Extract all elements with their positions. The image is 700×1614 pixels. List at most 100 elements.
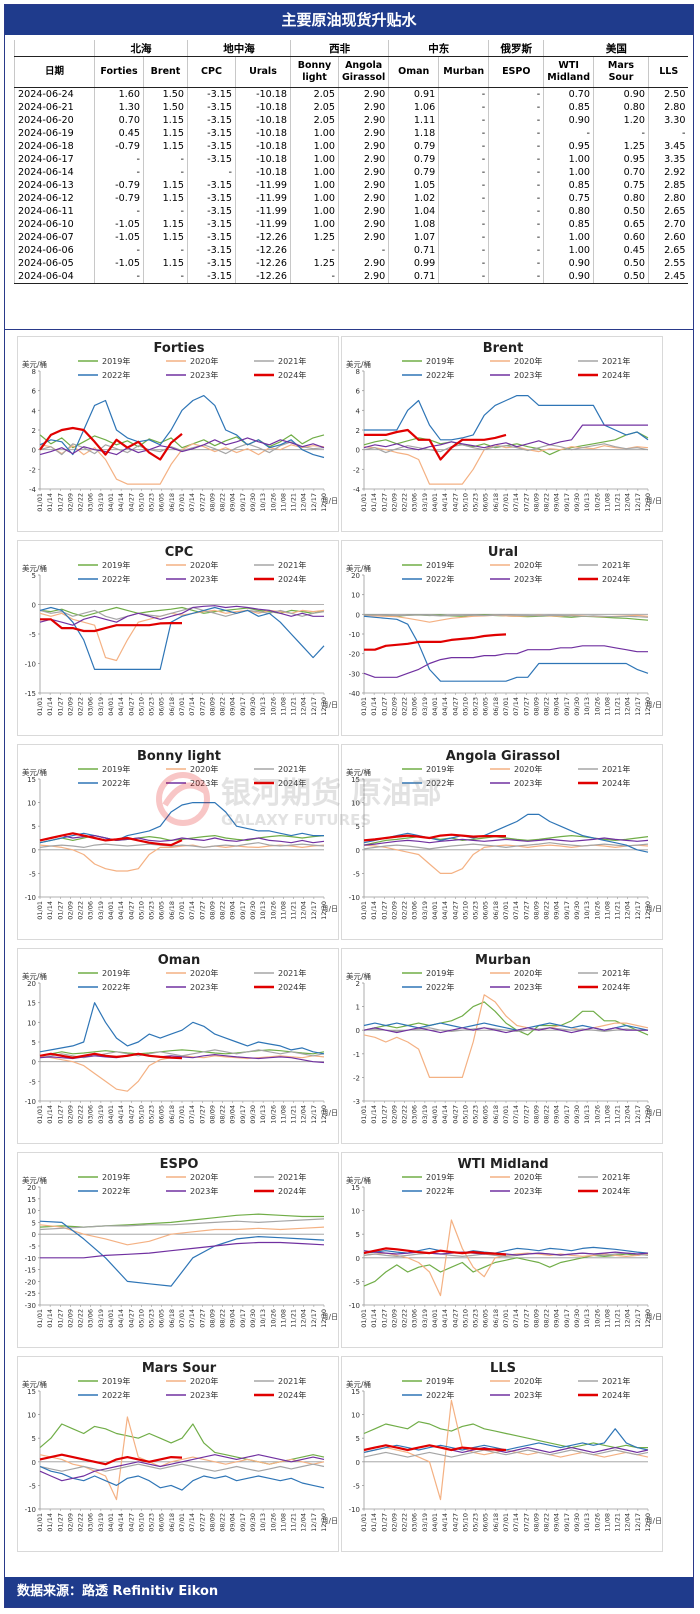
- x-tick-label: 12/30: [644, 697, 652, 716]
- y-tick-label: 0: [356, 1027, 360, 1035]
- legend-label: 2019年: [102, 356, 130, 366]
- x-tick-label: 08/22: [543, 1513, 551, 1532]
- y-tick-label: 0: [32, 1059, 36, 1067]
- x-tick-label: 12/30: [320, 1513, 328, 1532]
- price-cell: 2.50: [647, 87, 689, 101]
- price-cell: 1.00: [290, 205, 339, 218]
- legend-label: 2019年: [426, 1172, 454, 1182]
- series-line-2023: [363, 837, 649, 846]
- price-cell: 1.00: [290, 153, 339, 166]
- price-cell: 1.15: [143, 179, 188, 192]
- price-cell: 1.00: [290, 127, 339, 140]
- x-tick-label: 04/01: [431, 697, 439, 716]
- series-line-2022: [39, 1220, 325, 1287]
- chart-title: CPC: [165, 545, 194, 560]
- y-tick-label: -20: [25, 1278, 36, 1286]
- series-line-2020: [39, 1224, 325, 1246]
- series-line-2021: [39, 1218, 325, 1231]
- series-line-2022: [39, 801, 324, 844]
- x-tick-label: 11/08: [603, 493, 611, 512]
- chart-panel-cpc: CPC 美元/桶 2019年 2020年 2021年 2022年 2023年 2024年 -15…: [17, 540, 339, 736]
- chart-svg: WTI Midland 美元/桶 2019年 2020年 2021年 2022年 2023年…: [346, 1157, 662, 1328]
- x-tick-label: 10/13: [583, 1309, 591, 1328]
- region-corner: [14, 40, 95, 57]
- x-tick-label: 05/23: [472, 1513, 480, 1532]
- x-tick-label: 09/30: [573, 697, 581, 716]
- price-cell: 1.15: [143, 192, 188, 205]
- legend-label: 2021年: [278, 560, 306, 570]
- price-cell: 1.00: [290, 192, 339, 205]
- x-tick-label: 07/27: [522, 1513, 530, 1532]
- series-line-2020: [39, 844, 325, 872]
- price-cell: -: [143, 205, 188, 218]
- x-tick-label: 08/09: [208, 493, 216, 512]
- chart-svg: ESPO 美元/桶 2019年 2020年 2021年 2022年 2023年 2024年 -3…: [22, 1157, 338, 1328]
- x-tick-label: 12/30: [320, 697, 328, 716]
- table-row: 2024-06-20 0.70 1.15 -3.15 -10.18 2.05 2.90 1.1…: [14, 114, 689, 127]
- x-tick-label: 04/27: [451, 493, 459, 512]
- price-cell: 1.60: [94, 87, 144, 101]
- y-tick-label: 5: [32, 823, 36, 831]
- price-cell: -0.79: [94, 192, 144, 205]
- x-tick-label: 09/17: [563, 1513, 571, 1532]
- x-tick-label: 08/09: [532, 1309, 540, 1328]
- chart-xlabel: 月/日: [322, 1109, 338, 1117]
- series-line-2023: [39, 1454, 325, 1482]
- x-tick-label: 06/05: [158, 901, 166, 920]
- x-tick-label: 11/08: [279, 697, 287, 716]
- x-tick-label: 12/30: [644, 493, 652, 512]
- x-tick-label: 08/22: [219, 1309, 227, 1328]
- chart-ylabel: 美元/桶: [22, 971, 47, 981]
- price-cell: -1.05: [94, 231, 144, 244]
- table-row: 2024-06-19 0.45 1.15 -3.15 -10.18 1.00 2.90 1.1…: [14, 127, 689, 140]
- x-tick-label: 05/10: [461, 1309, 469, 1328]
- price-cell: -: [438, 166, 489, 179]
- x-tick-label: 03/06: [87, 1309, 95, 1328]
- price-cell: 2.90: [337, 166, 389, 179]
- price-cell: 0.50: [592, 270, 649, 284]
- x-tick-label: 02/09: [390, 901, 398, 920]
- y-tick-label: -10: [25, 1506, 36, 1514]
- y-tick-label: -5: [353, 870, 360, 878]
- price-cell: 0.85: [543, 179, 594, 192]
- x-tick-label: 10/26: [593, 1105, 601, 1124]
- x-tick-label: 04/27: [451, 901, 459, 920]
- series-line-2021: [363, 614, 649, 618]
- x-tick-label: 11/08: [279, 1513, 287, 1532]
- x-tick-label: 08/22: [543, 1105, 551, 1124]
- legend-label: 2020年: [190, 1172, 218, 1182]
- x-tick-label: 03/06: [411, 697, 419, 716]
- x-tick-label: 08/09: [208, 1309, 216, 1328]
- x-tick-label: 03/06: [411, 1105, 419, 1124]
- x-tick-label: 12/04: [624, 1105, 632, 1124]
- price-cell: 2.92: [647, 166, 689, 179]
- x-tick-label: 02/09: [390, 1513, 398, 1532]
- price-cell: -0.79: [94, 179, 144, 192]
- y-tick-label: -10: [25, 894, 36, 902]
- price-cell: 1.11: [388, 114, 439, 127]
- y-tick-label: -2: [353, 1074, 360, 1082]
- x-tick-label: 09/17: [239, 1513, 247, 1532]
- date-cell: 2024-06-10: [14, 218, 95, 231]
- legend-label: 2024年: [602, 1390, 630, 1400]
- price-cell: -: [438, 127, 489, 140]
- price-cell: -11.99: [235, 179, 291, 192]
- x-tick-label: 02/22: [77, 493, 85, 512]
- price-cell: 1.15: [143, 231, 188, 244]
- x-tick-label: 07/27: [522, 1309, 530, 1328]
- price-cell: 1.25: [592, 140, 649, 153]
- price-cell: -: [488, 192, 544, 205]
- price-cell: 2.05: [290, 101, 339, 114]
- price-cell: 1.00: [543, 166, 594, 179]
- price-cell: 2.80: [647, 192, 689, 205]
- region-header: 中东: [388, 40, 489, 57]
- date-cell: 2024-06-17: [14, 153, 95, 166]
- series-line-2024: [363, 833, 506, 842]
- data-source-footer: 数据来源：路透 Refinitiv Eikon: [5, 1577, 693, 1607]
- price-cell: 0.45: [94, 127, 144, 140]
- x-tick-label: 03/19: [421, 1105, 429, 1124]
- chart-panel-espo: ESPO 美元/桶 2019年 2020年 2021年 2022年 2023年 2024年 -3…: [17, 1152, 339, 1348]
- chart-panel-bonny-light: Bonny light 美元/桶 2019年 2020年 2021年 2022年 2023年…: [17, 744, 339, 940]
- legend-label: 2023年: [190, 1390, 218, 1400]
- x-tick-label: 02/09: [390, 1105, 398, 1124]
